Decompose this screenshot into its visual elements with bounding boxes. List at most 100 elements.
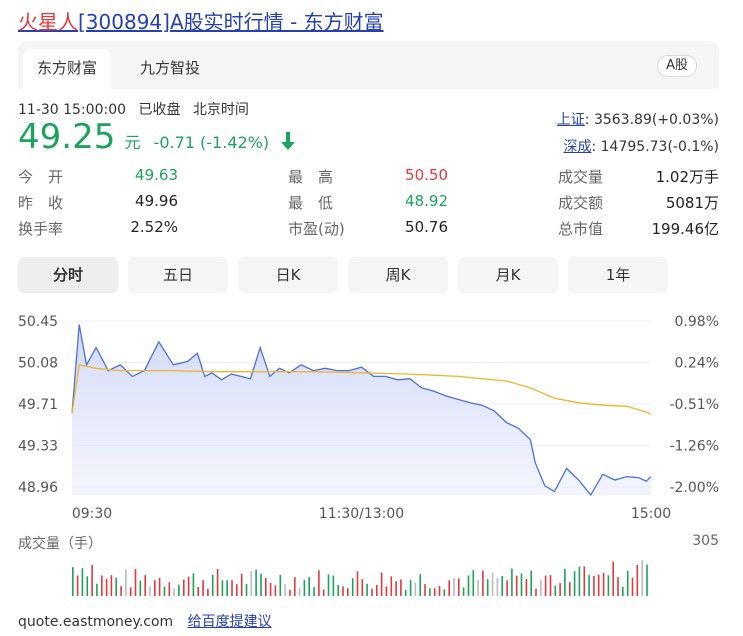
- volume-bar: [433, 588, 436, 596]
- volume-bar: [597, 574, 600, 596]
- index-shenzhen: 深成: 14795.73(-0.1%): [563, 136, 719, 156]
- volume-bar: [245, 584, 248, 596]
- index-shanghai-link[interactable]: 上证: [556, 112, 585, 128]
- volume-bar: [269, 582, 272, 596]
- volume-bar: [491, 572, 494, 596]
- volume-bar: [472, 570, 475, 596]
- volume-bar: [154, 580, 156, 596]
- down-arrow-icon: [280, 132, 296, 154]
- volume-bar: [578, 566, 581, 596]
- volume-bar: [525, 579, 528, 596]
- volume-bar: [482, 570, 484, 596]
- price-line: [71, 324, 652, 497]
- volume-bar: [554, 585, 557, 596]
- source-domain: quote.eastmoney.com: [18, 614, 174, 630]
- quote-card: 东方财富 九方智投 A股 11-30 15:00:00 已收盘 北京时间 49.…: [18, 41, 719, 596]
- volume-bar: [289, 589, 291, 596]
- volume-bar: [515, 575, 518, 596]
- stat-high: 最 高 50.50: [288, 166, 448, 187]
- volume-bar: [221, 580, 224, 596]
- volume-bar: [134, 569, 137, 596]
- period-tab-monthly[interactable]: 月K: [458, 257, 558, 293]
- volume-bar: [453, 578, 455, 596]
- page-title-link[interactable]: 火星人[300894]A股实时行情 - 东方财富: [18, 6, 384, 35]
- volume-bar: [250, 571, 253, 596]
- stat-open-label: 今 开: [18, 168, 64, 186]
- stat-market-cap: 总市值 199.46亿: [558, 218, 719, 239]
- volume-bar: [158, 578, 161, 596]
- volume-bar: [187, 576, 190, 596]
- volume-bar: [626, 570, 629, 596]
- market-status: 已收盘: [138, 102, 181, 118]
- stat-volume: 成交量 1.02万手: [558, 166, 719, 187]
- volume-bar: [424, 584, 426, 596]
- volume-bar: [443, 589, 446, 596]
- volume-bar: [101, 575, 103, 596]
- volume-bar: [115, 577, 117, 596]
- pct-tick-label: -0.51%: [669, 397, 719, 413]
- index-shanghai-value: : 3563.89(+0.03%): [584, 112, 719, 128]
- quote-date: 11-30 15:00:00: [18, 102, 127, 118]
- volume-bar: [409, 580, 412, 596]
- volume-bar: [265, 577, 267, 596]
- volume-bar: [211, 575, 214, 596]
- volume-bar: [129, 587, 132, 596]
- volume-bar: [641, 560, 643, 596]
- period-tab-1year[interactable]: 1年: [568, 257, 668, 293]
- volume-bar: [322, 589, 325, 596]
- feedback-link[interactable]: 给百度提建议: [187, 614, 272, 630]
- y-tick-label: 48.96: [18, 480, 58, 496]
- stat-volume-label: 成交量: [558, 168, 604, 186]
- volume-bar: [298, 588, 301, 596]
- x-tick-label: 11:30/13:00: [319, 506, 404, 522]
- period-tab-daily[interactable]: 日K: [238, 257, 338, 293]
- tab-eastmoney[interactable]: 东方财富: [23, 49, 112, 89]
- period-tab-intraday[interactable]: 分时: [18, 257, 118, 293]
- volume-bar: [607, 575, 610, 596]
- period-tab-5day[interactable]: 五日: [128, 257, 228, 293]
- volume-bar: [511, 568, 513, 596]
- volume-bar: [207, 589, 209, 596]
- volume-bar: [81, 568, 84, 596]
- quote-time: 11-30 15:00:00 已收盘 北京时间: [18, 99, 257, 119]
- price-unit: 元: [124, 133, 141, 152]
- volume-bar: [617, 577, 619, 596]
- volume-bar: [332, 575, 335, 596]
- stat-low: 最 低 48.92: [288, 192, 448, 213]
- price-row: 49.25 元 -0.71 (-1.42%): [18, 117, 296, 157]
- volume-label: 成交量（手）: [18, 536, 102, 552]
- volume-bar: [448, 580, 450, 596]
- volume-bar: [467, 575, 470, 596]
- stat-high-value: 50.50: [405, 166, 448, 184]
- intraday-chart[interactable]: 50.45 0.98% 50.08 0.24% 49.71 -0.51% 49.33 -1.2…: [18, 303, 719, 533]
- volume-bar: [549, 575, 552, 596]
- market-badge[interactable]: A股: [657, 55, 697, 77]
- volume-bar: [110, 575, 113, 596]
- volume-bar: [91, 565, 93, 596]
- index-shenzhen-link[interactable]: 深成: [563, 139, 592, 155]
- stat-pe-value: 50.76: [405, 218, 448, 236]
- volume-bar: [337, 584, 339, 596]
- stat-turnover-amount-label: 成交额: [558, 194, 604, 212]
- stock-name: 火星人: [18, 10, 78, 34]
- average-line: [71, 364, 652, 415]
- volume-bar: [569, 582, 571, 596]
- stat-prev-close-label: 昨 收: [18, 194, 64, 212]
- volume-bar: [535, 588, 537, 596]
- volume-bar: [202, 580, 204, 596]
- tab-jiufang[interactable]: 九方智投: [140, 59, 201, 77]
- volume-bar: [631, 577, 634, 596]
- volume-bar: [486, 579, 489, 596]
- price-area: [72, 324, 651, 495]
- volume-bar: [544, 575, 547, 596]
- volume-bar: [284, 584, 286, 596]
- period-tab-weekly[interactable]: 周K: [348, 257, 448, 293]
- stat-turnover-rate-value: 2.52%: [130, 218, 178, 236]
- volume-bar: [308, 577, 310, 596]
- volume-bar: [351, 578, 354, 596]
- volume-bar: [197, 587, 199, 596]
- volume-bar: [274, 585, 277, 596]
- volume-bar: [501, 576, 503, 596]
- stat-pe: 市盈(动) 50.76: [288, 218, 448, 239]
- y-tick-label: 50.08: [18, 356, 58, 372]
